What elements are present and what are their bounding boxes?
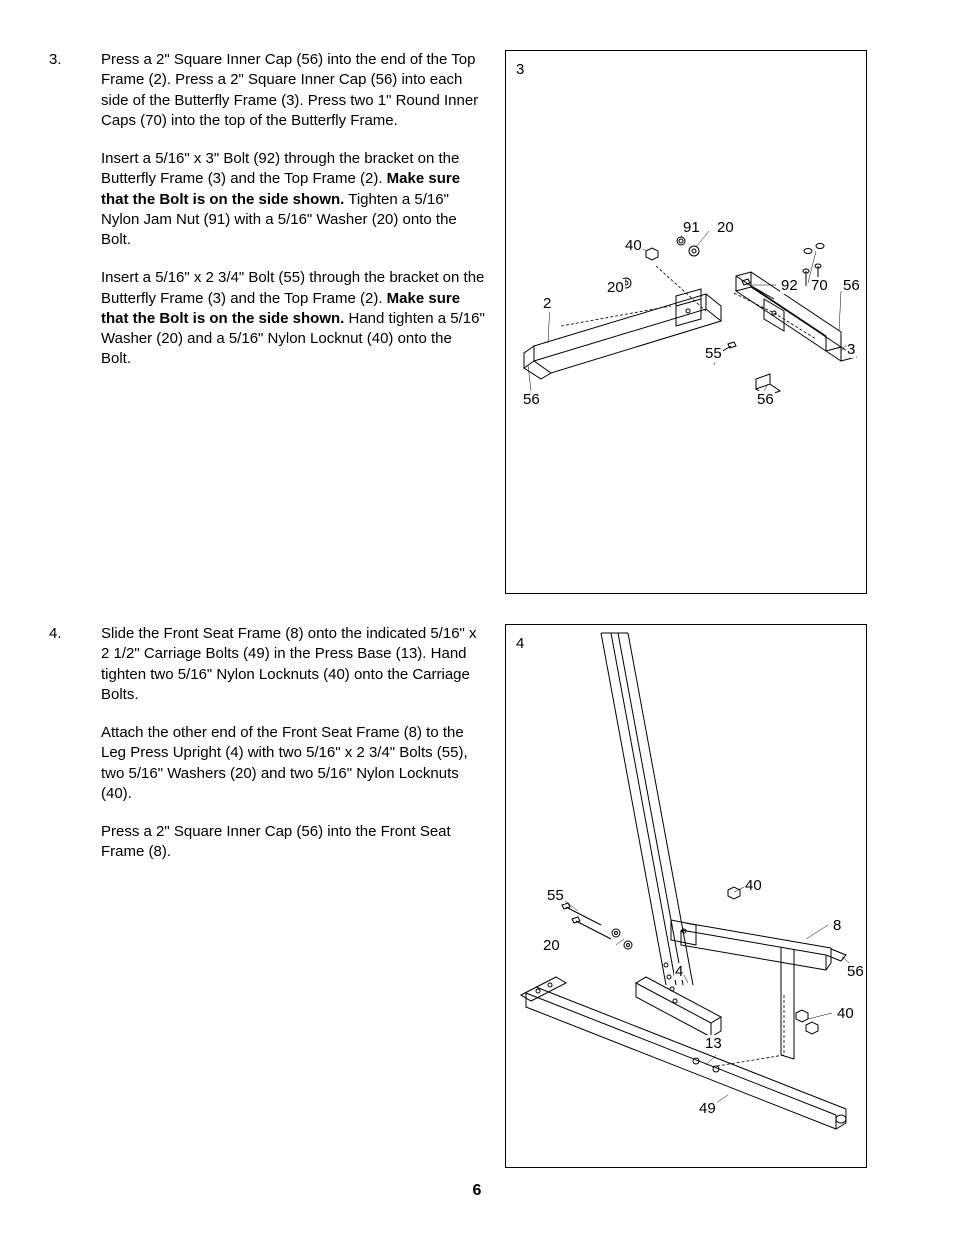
step-3-text: 3.Press a 2" Square Inner Cap (56) into … [75,50,485,388]
callout-56b: 56 [522,391,541,408]
figure-3-drawing [506,51,868,595]
callout-4: 4 [674,963,684,980]
step-3-p1-text: Press a 2" Square Inner Cap (56) into th… [101,51,478,129]
step-4-p3: Press a 2" Square Inner Cap (56) into th… [75,822,485,863]
page-number: 6 [0,1182,954,1200]
step-4-number: 4. [75,624,101,644]
callout-40: 40 [624,237,643,254]
callout-55: 55 [546,887,565,904]
callout-20: 20 [542,937,561,954]
step-4-p2: Attach the other end of the Front Seat F… [75,723,485,804]
step-4-p1: 4.Slide the Front Seat Frame (8) onto th… [75,624,485,705]
step-4-text: 4.Slide the Front Seat Frame (8) onto th… [75,624,485,881]
step-4-p1-text: Slide the Front Seat Frame (8) onto the … [101,625,477,703]
figure-3-number: 3 [516,61,524,78]
step-3-number: 3. [75,50,101,70]
figure-3: 3 [505,50,867,594]
step-3-p1: 3.Press a 2" Square Inner Cap (56) into … [75,50,485,131]
callout-3: 3 [846,341,856,358]
callout-92: 92 [780,277,799,294]
figure-4-number: 4 [516,635,524,652]
callout-8: 8 [832,917,842,934]
callout-55: 55 [704,345,723,362]
callout-40b: 40 [836,1005,855,1022]
callout-70: 70 [810,277,829,294]
figure-4: 4 [505,624,867,1168]
callout-20b: 20 [606,279,625,296]
callout-91: 91 [682,219,701,236]
callout-20a: 20 [716,219,735,236]
callout-49: 49 [698,1100,717,1117]
step-3-p2: Insert a 5/16" x 3" Bolt (92) through th… [75,149,485,250]
callout-40a: 40 [744,877,763,894]
callout-56c: 56 [756,391,775,408]
step-3-p3: Insert a 5/16" x 2 3/4" Bolt (55) throug… [75,268,485,369]
step-3: 3.Press a 2" Square Inner Cap (56) into … [75,50,879,594]
callout-13: 13 [704,1035,723,1052]
page: 3.Press a 2" Square Inner Cap (56) into … [0,0,954,1235]
step-4: 4.Slide the Front Seat Frame (8) onto th… [75,624,879,1168]
callout-2: 2 [542,295,552,312]
callout-56a: 56 [842,277,861,294]
callout-56: 56 [846,963,865,980]
